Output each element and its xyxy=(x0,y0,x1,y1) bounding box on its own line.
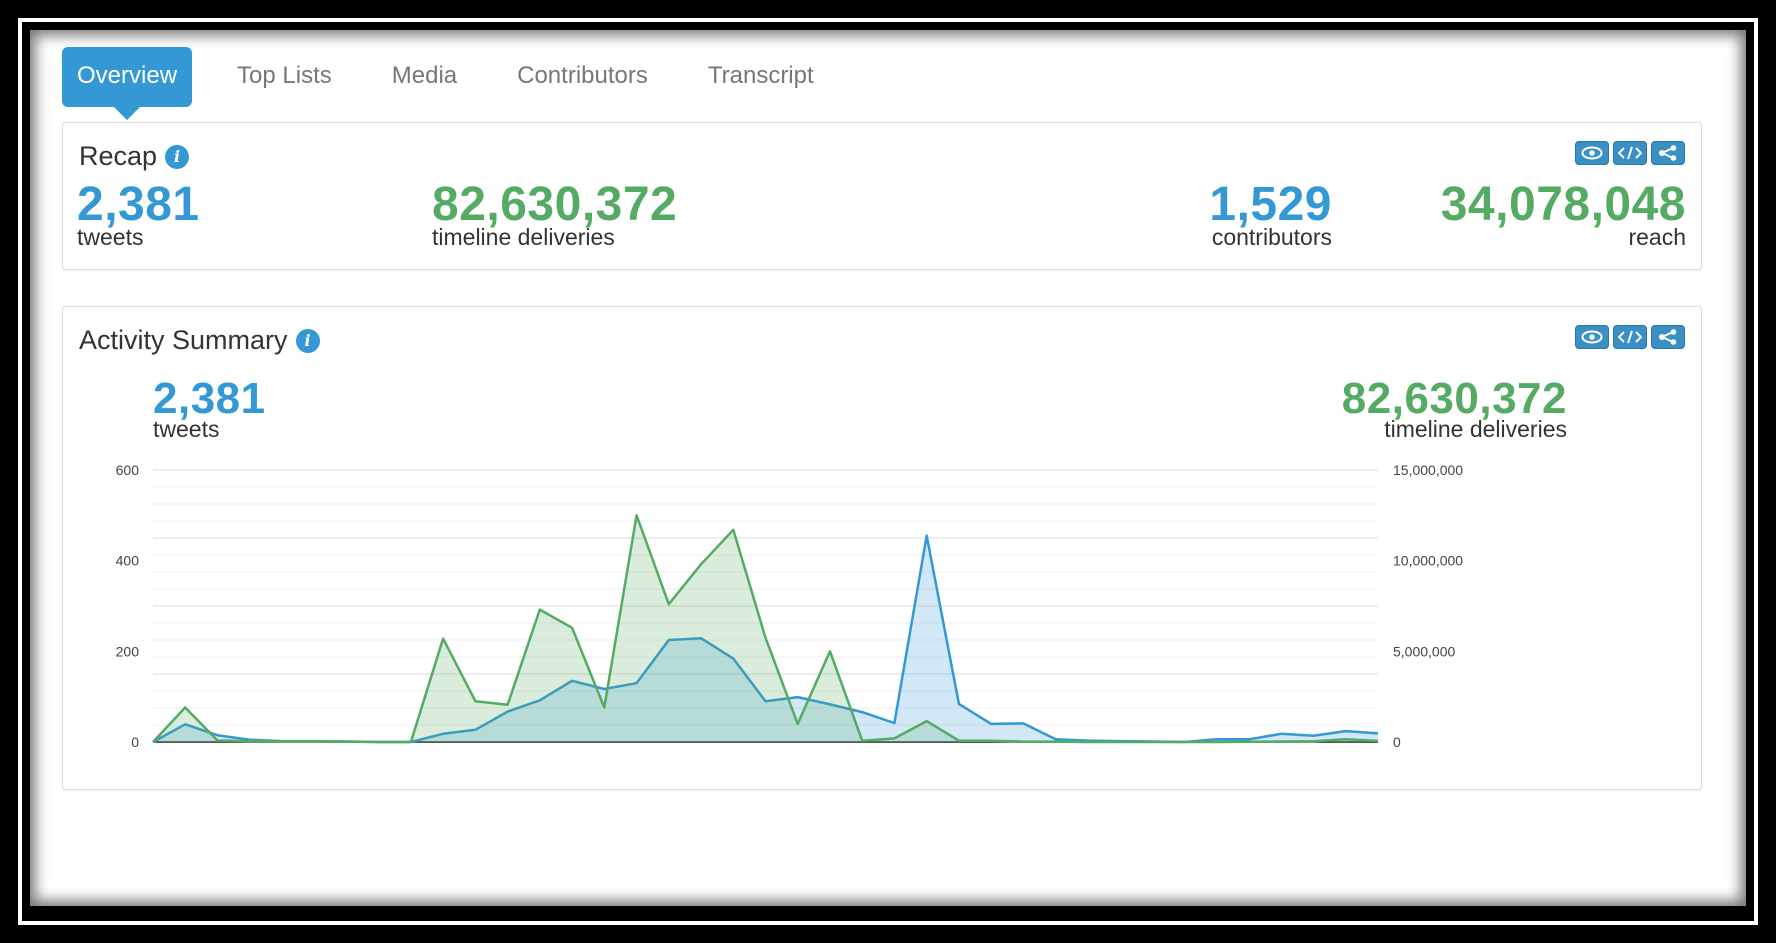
activity-tweets-value: 2,381 xyxy=(153,374,266,423)
activity-timeline-label: timeline deliveries xyxy=(1384,416,1567,442)
share-icon[interactable] xyxy=(1651,325,1685,349)
right-tick-label: 5,000,000 xyxy=(1393,643,1455,659)
recap-timeline-label: timeline deliveries xyxy=(432,224,615,250)
recap-tweets-value: 2,381 xyxy=(77,178,200,231)
activity-timeline-stat: 82,630,372 timeline deliveries xyxy=(1341,374,1567,442)
activity-title: Activity Summary i xyxy=(79,325,320,356)
tab-bar: Overview Top Lists Media Contributors Tr… xyxy=(62,47,859,120)
tab-contributors[interactable]: Contributors xyxy=(517,62,648,89)
recap-timeline-value: 82,630,372 xyxy=(432,178,678,231)
left-tick-label: 200 xyxy=(116,643,140,659)
tab-transcript[interactable]: Transcript xyxy=(707,62,814,89)
series-line-2[interactable] xyxy=(152,514,1379,744)
activity-timeline-value: 82,630,372 xyxy=(1341,374,1567,423)
activity-chart: 600 400 200 0 15,000,000 10,000,000 5,000,000… xyxy=(116,462,1464,750)
recap-reach-label: reach xyxy=(1628,224,1686,250)
recap-reach-stat: 34,078,048 reach xyxy=(1440,178,1686,250)
tab-top-lists[interactable]: Top Lists xyxy=(237,62,332,89)
left-tick-label: 600 xyxy=(116,462,140,478)
recap-tweets-label: tweets xyxy=(77,224,144,250)
report-page: Overview Top Lists Media Contributors Tr… xyxy=(30,30,1746,906)
recap-title-text: Recap xyxy=(79,141,158,171)
series-area-2 xyxy=(153,515,1378,742)
right-axis: 15,000,000 10,000,000 5,000,000 0 xyxy=(1393,462,1463,750)
recap-contributors-stat: 1,529 contributors xyxy=(1209,178,1332,250)
activity-toolbar xyxy=(1575,325,1685,349)
recap-panel: Recap i 2,381 tweets 82,630,372 timeline… xyxy=(62,122,1702,270)
left-tick-label: 400 xyxy=(116,553,140,569)
left-tick-label: 0 xyxy=(131,734,139,750)
recap-tweets-stat: 2,381 tweets xyxy=(77,178,200,250)
tab-media[interactable]: Media xyxy=(391,62,458,89)
chart-series xyxy=(152,514,1379,744)
activity-tweets-label: tweets xyxy=(153,416,220,442)
recap-toolbar xyxy=(1575,141,1685,165)
activity-title-text: Activity Summary xyxy=(79,325,288,355)
right-tick-label: 15,000,000 xyxy=(1393,462,1463,478)
recap-contributors-label: contributors xyxy=(1211,224,1332,250)
recap-reach-value: 34,078,048 xyxy=(1440,178,1686,231)
eye-icon[interactable] xyxy=(1575,325,1609,349)
left-axis: 600 400 200 0 xyxy=(116,462,140,750)
tab-overview[interactable]: Overview xyxy=(62,47,193,120)
recap-title: Recap i xyxy=(79,141,190,172)
recap-timeline-stat: 82,630,372 timeline deliveries xyxy=(432,178,678,250)
recap-contributors-value: 1,529 xyxy=(1209,178,1332,231)
right-tick-label: 0 xyxy=(1393,734,1401,750)
activity-tweets-stat: 2,381 tweets xyxy=(153,374,266,442)
right-tick-label: 10,000,000 xyxy=(1393,553,1463,569)
share-icon[interactable] xyxy=(1651,141,1685,165)
eye-icon[interactable] xyxy=(1575,141,1609,165)
activity-panel: Activity Summary i 2,381 tweets 82,630,3… xyxy=(62,306,1702,790)
code-icon[interactable] xyxy=(1613,141,1647,165)
code-icon[interactable] xyxy=(1613,325,1647,349)
info-icon[interactable]: i xyxy=(295,328,320,353)
info-icon[interactable]: i xyxy=(165,144,190,169)
